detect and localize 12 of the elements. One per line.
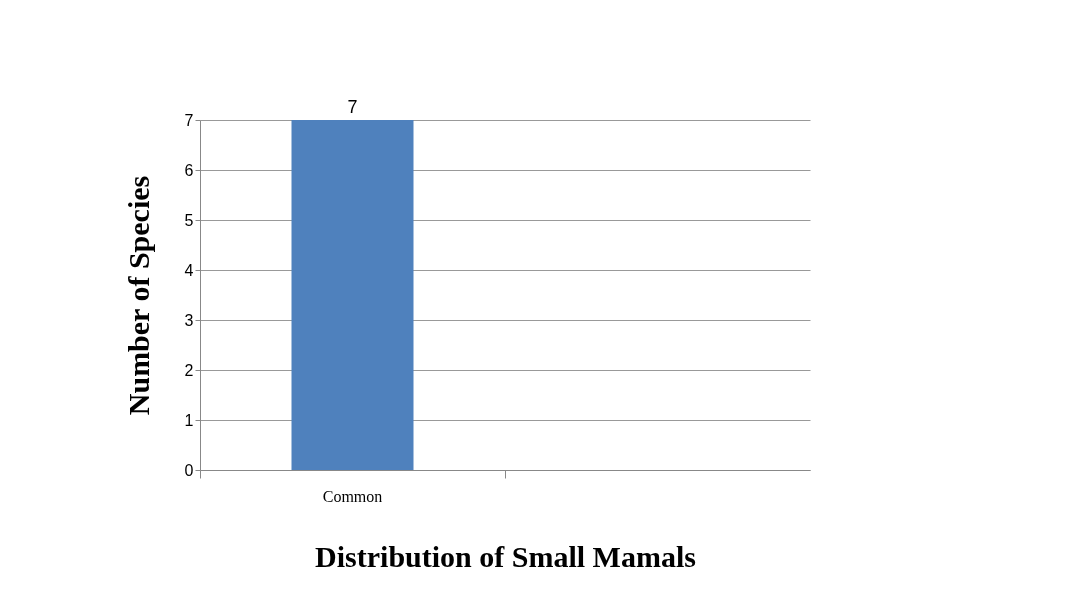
y-tick-label: 0	[184, 461, 194, 479]
y-axis-title: Number of Species	[121, 175, 155, 416]
y-tick-label: 6	[184, 161, 194, 179]
y-tick-label: 5	[184, 211, 194, 229]
y-tick-label: 1	[184, 411, 194, 429]
y-tick-label: 2	[184, 361, 194, 379]
x-axis-title: Distribution of Small Mamals	[315, 539, 696, 573]
y-tick-label: 7	[184, 111, 194, 129]
data-label: 7	[347, 97, 358, 117]
y-tick-label: 4	[184, 261, 194, 279]
x-tick-label: Common	[322, 487, 383, 505]
y-tick-label: 3	[184, 311, 194, 329]
